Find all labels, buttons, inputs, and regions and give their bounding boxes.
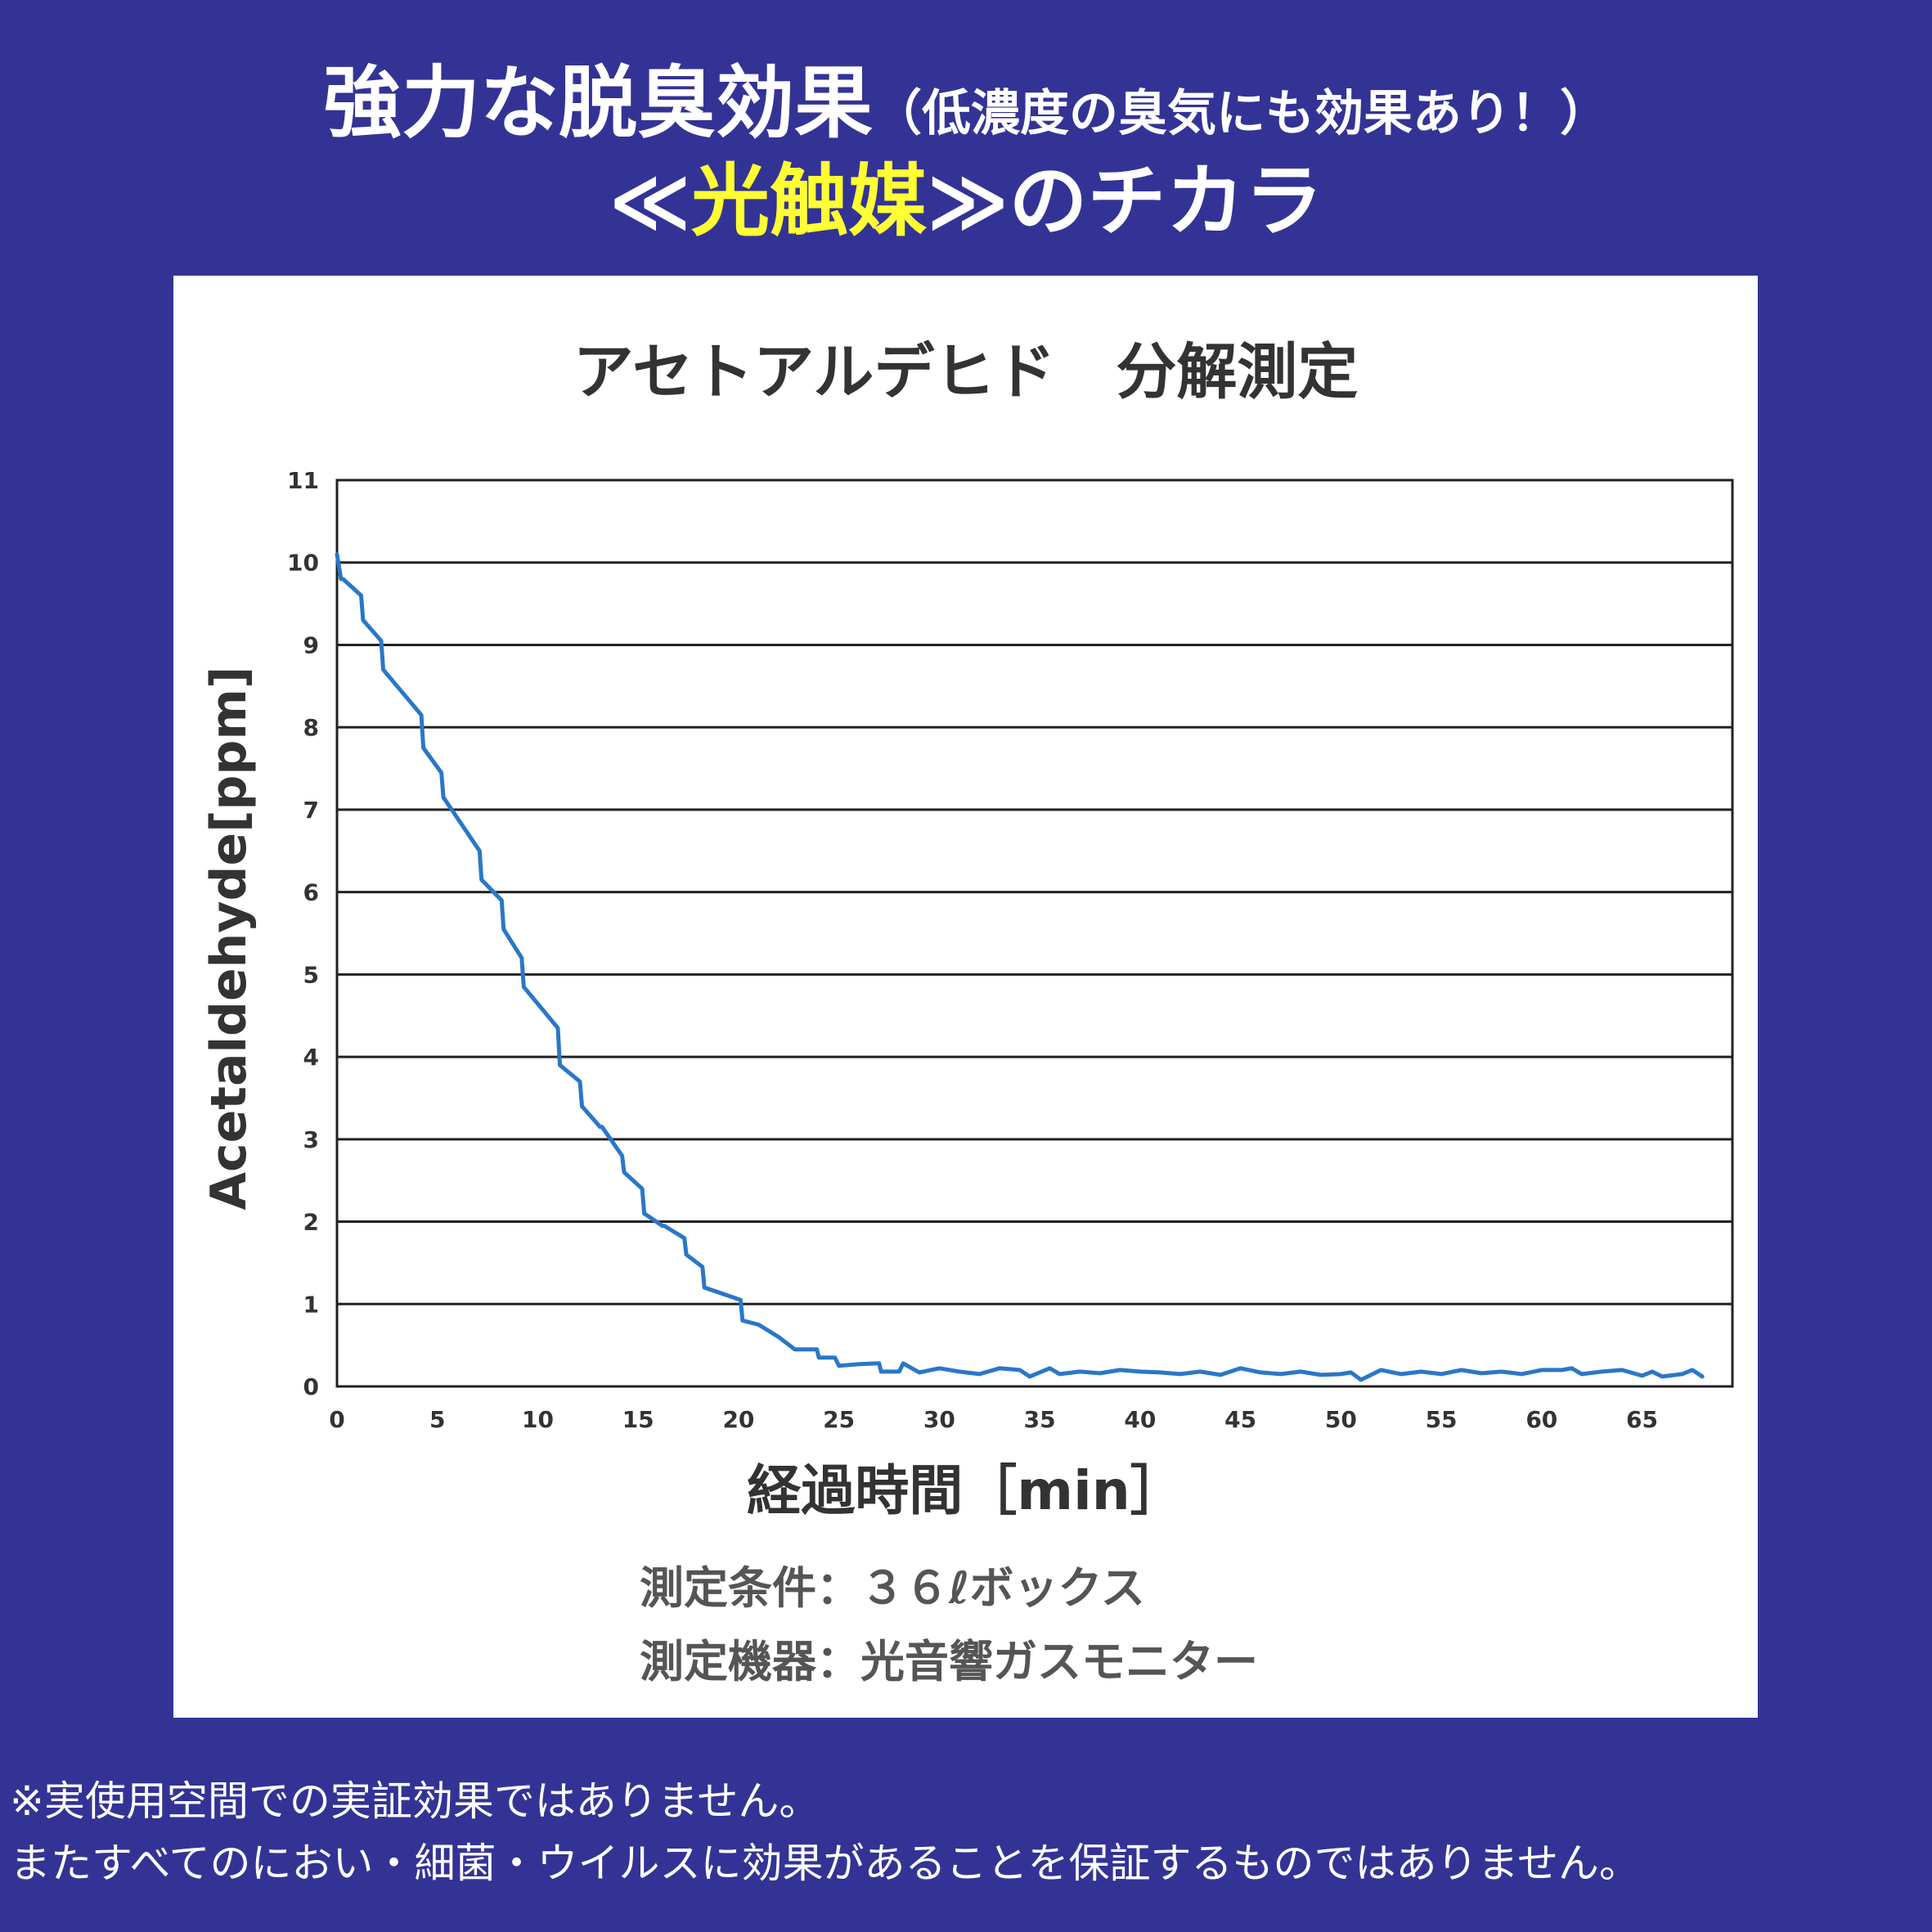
- x-axis-label: 経過時間［min］: [747, 1459, 1184, 1522]
- x-tick-label-12: 60: [1525, 1406, 1557, 1433]
- x-tick-label-13: 65: [1626, 1406, 1658, 1433]
- footnote-1: ※実使用空間での実証効果ではありません。: [10, 1777, 820, 1825]
- headline-bracket-open: ≪: [609, 155, 692, 247]
- x-tick-label-1: 5: [429, 1406, 445, 1433]
- y-tick-label-10: 10: [287, 550, 319, 577]
- headline-line-1: 強力な脱臭効果（低濃度の臭気にも効果あり！）: [0, 39, 1932, 153]
- x-tick-label-4: 20: [722, 1406, 754, 1433]
- x-tick-label-7: 35: [1024, 1406, 1056, 1433]
- series-line-0: [335, 552, 1705, 1382]
- y-tick-label-0: 0: [303, 1373, 319, 1400]
- headline-main: 強力な脱臭効果: [323, 57, 873, 149]
- y-tick-label-5: 5: [303, 961, 319, 988]
- headline-highlight: 光触媒: [691, 155, 927, 247]
- x-tick-label-5: 25: [823, 1406, 855, 1433]
- headline-bracket-close: ≫のチカラ: [927, 155, 1323, 247]
- plot-frame: [335, 479, 1734, 1388]
- x-tick-label-2: 10: [522, 1406, 554, 1433]
- y-tick-label-1: 1: [303, 1291, 319, 1318]
- y-tick-label-7: 7: [303, 797, 319, 824]
- headline-line-2: ≪光触媒≫のチカラ: [0, 137, 1932, 251]
- x-tick-label-8: 40: [1124, 1406, 1156, 1433]
- x-tick-label-3: 15: [622, 1406, 654, 1433]
- chart-title: アセトアルデヒド 分解測定: [573, 337, 1359, 407]
- y-tick-label-9: 9: [303, 631, 319, 658]
- x-tick-label-11: 55: [1426, 1406, 1458, 1433]
- y-tick-label-3: 3: [303, 1126, 319, 1153]
- y-tick-label-4: 4: [303, 1044, 319, 1071]
- y-tick-label-2: 2: [303, 1209, 319, 1236]
- headline-sub: （低濃度の臭気にも効果あり！）: [873, 85, 1609, 142]
- x-tick-label-10: 50: [1325, 1406, 1357, 1433]
- measurement-device: 測定機器：光音響ガスモニター: [640, 1636, 1258, 1687]
- y-tick-label-8: 8: [303, 714, 319, 741]
- x-tick-label-9: 45: [1224, 1406, 1256, 1433]
- x-tick-label-0: 0: [329, 1406, 344, 1433]
- measurement-condition: 測定条件：３６ℓボックス: [640, 1562, 1145, 1614]
- y-tick-label-11: 11: [287, 467, 319, 494]
- y-tick-label-6: 6: [303, 879, 319, 906]
- x-tick-label-6: 30: [923, 1406, 955, 1433]
- footnote-2: またすべてのにおい・細菌・ウイルスに効果があることを保証するものではありません。: [10, 1840, 1640, 1887]
